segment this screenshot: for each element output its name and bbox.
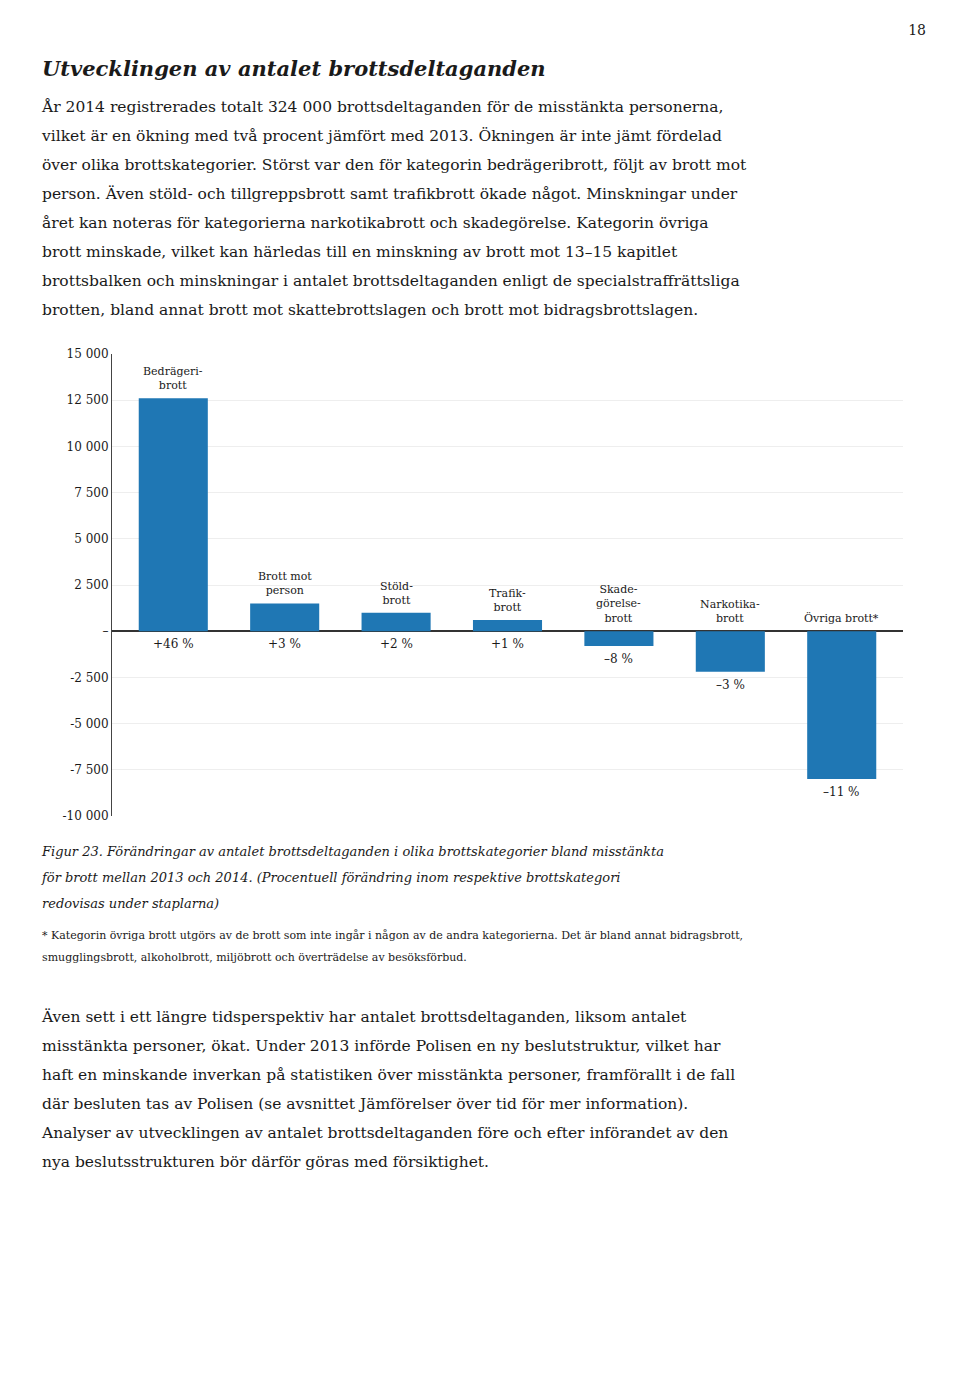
html-text:Analyser av utvecklingen av an: Analyser av utvecklingen av antalet brot…	[42, 1124, 729, 1142]
svg-text:7 500: 7 500	[74, 486, 108, 500]
svg-text:-2 500: -2 500	[70, 671, 108, 685]
svg-text:Skade-görelse-brott: Skade-görelse-brott	[596, 583, 641, 625]
svg-text:–: –	[103, 624, 109, 638]
svg-text:12 500: 12 500	[67, 393, 109, 407]
svg-text:15 000: 15 000	[67, 347, 109, 361]
html-text:haft en minskande inverkan på: haft en minskande inverkan på statistike…	[42, 1066, 736, 1084]
svg-text:Trafik-brott: Trafik-brott	[489, 587, 526, 614]
html-text:nya beslutsstrukturen bör därf: nya beslutsstrukturen bör därför göras m…	[42, 1153, 489, 1171]
svg-text:-5 000: -5 000	[70, 717, 108, 731]
svg-text:5 000: 5 000	[74, 532, 108, 546]
html-text:där besluten tas av Polisen (s: där besluten tas av Polisen (se avsnitte…	[42, 1095, 689, 1113]
html-text:över olika brottskategorier. S: över olika brottskategorier. Störst var …	[42, 156, 747, 174]
html-text:misstänkta personer, ökat. Und: misstänkta personer, ökat. Under 2013 in…	[42, 1037, 721, 1055]
html-text:brotten, bland annat brott mot: brotten, bland annat brott mot skattebro…	[42, 301, 699, 319]
svg-text:–3 %: –3 %	[716, 678, 745, 692]
html-text:Utvecklingen av antalet brotts: Utvecklingen av antalet brottsdeltagande…	[42, 56, 546, 81]
svg-text:+1 %: +1 %	[491, 637, 524, 651]
svg-text:2 500: 2 500	[74, 578, 108, 592]
svg-text:Narkotika-brott: Narkotika-brott	[700, 598, 760, 625]
svg-text:10 000: 10 000	[67, 440, 109, 454]
svg-text:Övriga brott*: Övriga brott*	[804, 611, 879, 625]
html-text:Även sett i ett längre tidsper: Även sett i ett längre tidsperspektiv ha…	[42, 1008, 687, 1026]
svg-text:Brott motperson: Brott motperson	[258, 570, 312, 597]
html-text:för brott mellan 2013 och 2014: för brott mellan 2013 och 2014. (Procent…	[42, 870, 621, 885]
svg-text:-7 500: -7 500	[70, 763, 108, 777]
svg-text:–8 %: –8 %	[604, 652, 633, 666]
html-text:* Kategorin övriga brott utgör: * Kategorin övriga brott utgörs av de br…	[42, 929, 744, 942]
html-text:brott minskade, vilket kan här: brott minskade, vilket kan härledas till…	[42, 243, 678, 261]
html-text:året kan noteras för kategorie: året kan noteras för kategorierna narkot…	[42, 214, 709, 232]
html-text:År 2014 registrerades totalt 3: År 2014 registrerades totalt 324 000 bro…	[42, 98, 724, 116]
svg-text:Bedrägeri-brott: Bedrägeri-brott	[143, 365, 203, 392]
html-text:vilket är en ökning med två pr: vilket är en ökning med två procent jämf…	[42, 127, 722, 145]
html-text:smugglingsbrott, alkoholbrott,: smugglingsbrott, alkoholbrott, miljöbrot…	[42, 951, 467, 964]
html-text:18: 18	[908, 22, 926, 38]
svg-text:+3 %: +3 %	[268, 637, 301, 651]
html-text:brottsbalken och minskningar i: brottsbalken och minskningar i antalet b…	[42, 272, 740, 290]
svg-text:+2 %: +2 %	[380, 637, 413, 651]
svg-text:–11 %: –11 %	[823, 785, 860, 799]
svg-text:+46 %: +46 %	[153, 637, 194, 651]
html-text:redovisas under staplarna): redovisas under staplarna)	[42, 896, 220, 911]
svg-text:-10 000: -10 000	[63, 809, 109, 823]
svg-text:Stöld-brott: Stöld-brott	[380, 580, 413, 607]
html-text:Figur 23. Förändringar av anta: Figur 23. Förändringar av antalet brotts…	[42, 844, 664, 859]
html-text:person. Även stöld- och tillgr: person. Även stöld- och tillgreppsbrott …	[42, 185, 738, 203]
